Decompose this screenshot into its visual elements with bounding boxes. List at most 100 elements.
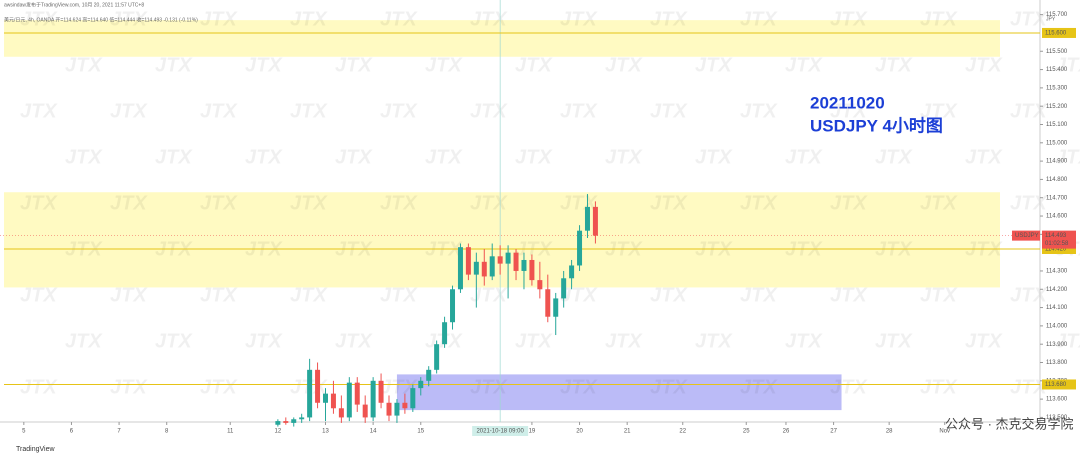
candle-body (291, 419, 297, 423)
watermark: JTX (1010, 100, 1048, 122)
watermark: JTX (560, 100, 598, 122)
watermark: JTX (425, 54, 463, 76)
watermark: JTX (695, 54, 733, 76)
last-price-bg (1042, 230, 1076, 249)
x-tick-label: 14 (370, 429, 377, 435)
candle-body (513, 252, 519, 271)
candle-body (561, 278, 567, 299)
candle-body (489, 256, 495, 277)
x-tick-label: 28 (886, 429, 893, 435)
watermark: JTX (830, 100, 868, 122)
watermark: JTX (1055, 54, 1080, 76)
candle-body (322, 393, 328, 403)
crosshair-label-bg (472, 426, 529, 436)
zone (4, 192, 1000, 288)
candle-body (497, 256, 503, 264)
watermark: JTX (650, 100, 688, 122)
watermark: JTX (155, 54, 193, 76)
candle-body (410, 388, 416, 409)
watermark: JTX (920, 100, 958, 122)
watermark: JTX (380, 100, 418, 122)
watermark: JTX (650, 8, 688, 30)
watermark: JTX (20, 8, 58, 30)
x-tick-label: 25 (743, 429, 750, 435)
y-tick-label: 115.700 (1046, 12, 1068, 18)
candle-body (529, 259, 535, 281)
x-tick-label: 20 (576, 429, 583, 435)
y-tick-label: 115.000 (1046, 140, 1068, 146)
y-tick-label: 114.200 (1046, 287, 1068, 293)
x-tick-label: 22 (679, 429, 686, 435)
watermark: JTX (830, 8, 868, 30)
candle-body (378, 380, 384, 403)
watermark: JTX (290, 100, 328, 122)
level-label-bg (1042, 243, 1076, 254)
watermark: JTX (830, 284, 868, 306)
watermark: JTX (785, 54, 823, 76)
watermark: JTX (65, 146, 103, 168)
candle-body (354, 382, 360, 405)
y-tick-label: 115.400 (1046, 67, 1068, 73)
watermark: JTX (740, 376, 778, 398)
watermark: JTX (335, 54, 373, 76)
watermark: JTX (470, 8, 508, 30)
watermark: JTX (470, 192, 508, 214)
y-tick-label: 113.500 (1046, 415, 1068, 421)
watermark: JTX (380, 192, 418, 214)
candle-body (394, 402, 400, 416)
x-tick-label: 8 (165, 429, 169, 435)
watermark: JTX (245, 330, 283, 352)
x-tick-label: 26 (783, 429, 790, 435)
last-price-countdown: 01:02:58 (1045, 241, 1069, 247)
watermark: JTX (740, 284, 778, 306)
watermark: JTX (290, 8, 328, 30)
watermark: JTX (965, 54, 1003, 76)
candle-body (537, 280, 543, 290)
x-tick-label: 5 (22, 429, 26, 435)
zone (396, 374, 842, 411)
watermark: JTX (1055, 330, 1080, 352)
watermark: JTX (1055, 146, 1080, 168)
candle-body (553, 298, 559, 317)
candle-body (275, 421, 281, 425)
candle-body (362, 404, 368, 418)
last-price-label: 114.493 (1045, 233, 1067, 239)
candle-body (346, 382, 352, 418)
symbol-line: 美元/日元, 4h, OANDA 开=114.624 高=114.640 低=1… (4, 16, 198, 23)
candle-body (481, 261, 487, 277)
x-tick-label: 19 (529, 429, 536, 435)
y-tick-label: 114.700 (1046, 195, 1068, 201)
watermark: JTX (785, 330, 823, 352)
annotation: 20211020 (810, 93, 885, 112)
y-tick-label: 114.600 (1046, 214, 1068, 220)
watermark: JTX (515, 54, 553, 76)
x-tick-label: 11 (227, 429, 234, 435)
watermark: JTX (65, 330, 103, 352)
watermark: JTX (740, 100, 778, 122)
x-tick-label: 21 (624, 429, 631, 435)
watermark: JTX (155, 146, 193, 168)
candle-body (505, 252, 511, 264)
watermark: JTX (515, 146, 553, 168)
candle-body (299, 417, 305, 420)
watermark: JTX (560, 284, 598, 306)
watermark: JTX (875, 54, 913, 76)
y-tick-label: 114.900 (1046, 159, 1068, 165)
watermark: JTX (110, 192, 148, 214)
candle-body (584, 206, 590, 231)
watermark: JTX (920, 284, 958, 306)
watermark: JTX (380, 284, 418, 306)
y-tick-label: 115.500 (1046, 49, 1068, 55)
watermark: JTX (470, 376, 508, 398)
watermark: JTX (65, 54, 103, 76)
y-tick-label: 115.100 (1046, 122, 1068, 128)
y-tick-label: 113.900 (1046, 342, 1068, 348)
watermark: JTX (335, 330, 373, 352)
y-tick-label: 114.300 (1046, 269, 1068, 275)
footer-right: 公众号 · 杰克交易学院 (945, 416, 1074, 431)
level-label: 113.680 (1045, 382, 1067, 388)
watermark: JTX (1010, 284, 1048, 306)
watermark: JTX (20, 192, 58, 214)
watermark: JTX (740, 192, 778, 214)
watermark: JTX (200, 192, 238, 214)
